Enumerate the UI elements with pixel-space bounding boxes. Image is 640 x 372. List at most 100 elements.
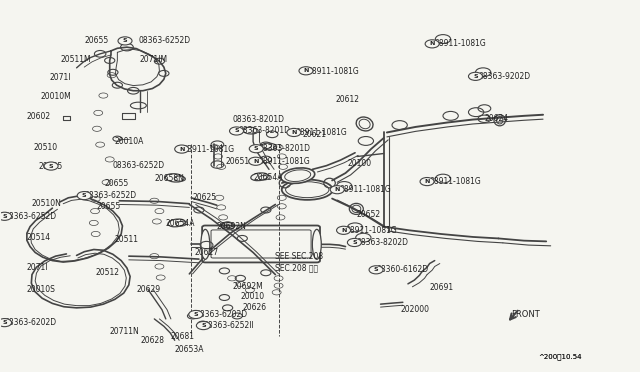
Text: N: N — [253, 159, 259, 164]
Text: 20655: 20655 — [104, 179, 129, 188]
Text: 08911-1081G: 08911-1081G — [258, 157, 310, 166]
Text: S: S — [352, 240, 356, 245]
Circle shape — [287, 128, 301, 137]
Circle shape — [249, 145, 263, 153]
Text: 20653A: 20653A — [175, 345, 204, 354]
Text: ^200　10.54: ^200 10.54 — [538, 353, 581, 360]
Text: N: N — [424, 179, 429, 184]
Text: 20692N: 20692N — [216, 222, 246, 231]
Text: 08363-8201D: 08363-8201D — [259, 144, 311, 153]
Text: 08911-1081G: 08911-1081G — [339, 185, 391, 194]
Text: 2071lM: 2071lM — [139, 55, 167, 64]
Text: 08360-6162D: 08360-6162D — [376, 265, 428, 274]
Text: 0B911-1081G: 0B911-1081G — [183, 145, 235, 154]
Circle shape — [230, 127, 244, 135]
Text: 20612: 20612 — [335, 95, 359, 104]
Text: 20655: 20655 — [84, 36, 108, 45]
Text: 20010S: 20010S — [27, 285, 56, 294]
Text: 20010M: 20010M — [41, 92, 72, 101]
Text: 08363-8202D: 08363-8202D — [357, 238, 409, 247]
Text: 2071I: 2071I — [49, 73, 70, 82]
Text: S: S — [473, 74, 478, 79]
Text: S: S — [3, 214, 7, 219]
Text: 20511M: 20511M — [60, 55, 91, 64]
Text: 08363-8201D: 08363-8201D — [232, 115, 284, 124]
Text: S: S — [3, 320, 7, 325]
Text: 20510: 20510 — [33, 143, 58, 152]
Text: 20511: 20511 — [115, 235, 139, 244]
Text: 20602: 20602 — [27, 112, 51, 121]
Text: 08911-1081G: 08911-1081G — [346, 226, 397, 235]
Circle shape — [189, 310, 203, 318]
Text: 20514: 20514 — [27, 233, 51, 242]
Text: S: S — [49, 164, 53, 169]
Circle shape — [425, 40, 439, 48]
Circle shape — [118, 37, 132, 45]
Text: N: N — [429, 41, 435, 46]
Text: 202000: 202000 — [400, 305, 429, 314]
Text: 20711N: 20711N — [109, 327, 140, 336]
Text: 20626: 20626 — [243, 303, 266, 312]
Text: 20624: 20624 — [484, 114, 509, 123]
Ellipse shape — [281, 168, 315, 183]
Circle shape — [330, 186, 344, 194]
Text: S: S — [234, 128, 239, 134]
Text: 20655: 20655 — [38, 161, 63, 170]
Circle shape — [299, 67, 313, 75]
Circle shape — [337, 226, 351, 234]
Text: SEE SEC.208: SEE SEC.208 — [275, 252, 323, 262]
Circle shape — [348, 238, 362, 247]
Ellipse shape — [282, 180, 333, 200]
Text: 20100: 20100 — [348, 159, 372, 169]
Text: S: S — [374, 267, 378, 272]
Ellipse shape — [201, 230, 210, 259]
Text: 20651: 20651 — [226, 157, 250, 166]
Text: 08911-1081G: 08911-1081G — [307, 67, 359, 76]
Circle shape — [175, 145, 189, 153]
Text: 2071I: 2071I — [27, 263, 49, 272]
Text: FRONT: FRONT — [511, 310, 540, 319]
Circle shape — [0, 212, 12, 220]
Text: 08363-6252D: 08363-6252D — [113, 161, 165, 170]
Circle shape — [420, 177, 434, 186]
Text: 20621: 20621 — [302, 130, 326, 139]
Text: S: S — [123, 38, 127, 44]
Text: 20627: 20627 — [195, 248, 219, 257]
Circle shape — [468, 72, 483, 80]
Ellipse shape — [312, 230, 321, 259]
Text: 20625: 20625 — [193, 193, 217, 202]
Text: 20510N: 20510N — [32, 199, 62, 208]
Text: N: N — [291, 130, 296, 135]
Text: 08911-1081G: 08911-1081G — [435, 39, 486, 48]
Circle shape — [44, 162, 58, 170]
Text: 08363-6252D: 08363-6252D — [138, 36, 191, 45]
Text: 20512: 20512 — [96, 268, 120, 277]
Text: N: N — [335, 187, 340, 192]
Text: N: N — [341, 228, 346, 233]
Text: 20654A: 20654A — [253, 173, 283, 182]
Text: 08363-6202D: 08363-6202D — [196, 310, 248, 319]
Text: 20681: 20681 — [170, 332, 195, 341]
Text: SEC.208 参照: SEC.208 参照 — [275, 263, 319, 272]
Text: 20629: 20629 — [136, 285, 161, 294]
Circle shape — [196, 321, 211, 330]
Text: 20628: 20628 — [140, 336, 164, 345]
Text: 20654A: 20654A — [166, 219, 195, 228]
Text: 20655: 20655 — [97, 202, 121, 211]
Text: 08911-1081G: 08911-1081G — [429, 177, 481, 186]
Circle shape — [0, 318, 12, 327]
Text: 08363-6252D: 08363-6252D — [84, 191, 136, 200]
Text: N: N — [303, 68, 308, 73]
Text: 20658N: 20658N — [154, 174, 184, 183]
Circle shape — [369, 266, 383, 274]
Text: 20691: 20691 — [429, 283, 454, 292]
Text: 08363-6252II: 08363-6252II — [204, 321, 254, 330]
Text: 08363-6252D: 08363-6252D — [4, 212, 57, 221]
Text: S: S — [254, 146, 259, 151]
Text: 08911-1081G: 08911-1081G — [296, 128, 348, 137]
Text: 20010A: 20010A — [115, 137, 144, 146]
Text: 20652: 20652 — [356, 210, 380, 219]
Text: S: S — [193, 312, 198, 317]
Circle shape — [77, 192, 92, 200]
Text: 08363-9202D: 08363-9202D — [478, 72, 530, 81]
